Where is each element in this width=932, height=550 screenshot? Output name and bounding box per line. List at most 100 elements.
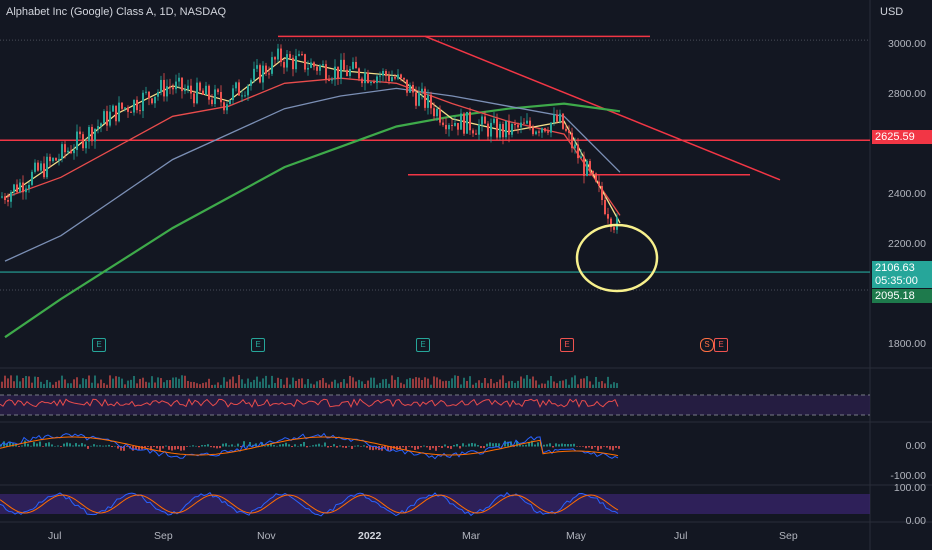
volume-bar xyxy=(295,380,297,388)
candle-body xyxy=(523,122,525,124)
volume-bar xyxy=(283,384,285,388)
earnings-event-icon[interactable]: E xyxy=(560,338,574,352)
candle-body xyxy=(310,62,312,68)
volume-bar xyxy=(427,378,429,388)
candle-body xyxy=(433,108,435,117)
volume-bar xyxy=(463,377,465,388)
candle-body xyxy=(388,76,390,82)
candle-body xyxy=(382,71,384,76)
volume-bar xyxy=(7,378,9,388)
volume-bar xyxy=(409,377,411,388)
candle-body xyxy=(226,104,228,111)
macd-histogram-bar xyxy=(87,446,89,449)
volume-bar xyxy=(55,381,57,388)
macd-histogram-bar xyxy=(408,446,410,447)
candle-body xyxy=(205,85,207,95)
candle-body xyxy=(451,125,453,127)
candle-body xyxy=(169,86,171,88)
volume-bar xyxy=(211,384,213,388)
volume-bar xyxy=(598,381,600,388)
macd-histogram-bar xyxy=(567,444,569,447)
candle-body xyxy=(100,123,102,127)
macd-histogram-bar xyxy=(405,446,407,451)
volume-bar xyxy=(52,384,54,388)
candle-body xyxy=(190,85,192,94)
volume-bar xyxy=(595,376,597,388)
candle-body xyxy=(610,218,612,228)
macd-histogram-bar xyxy=(210,446,212,448)
currency-label: USD xyxy=(880,6,904,18)
candle-body xyxy=(178,77,180,82)
candle-body xyxy=(319,65,321,71)
macd-histogram-bar xyxy=(420,446,422,448)
volume-bar xyxy=(154,382,156,388)
macd-histogram-bar xyxy=(156,446,158,449)
candle-body xyxy=(88,127,90,142)
macd-histogram-bar xyxy=(117,446,119,449)
candle-body xyxy=(208,85,210,100)
x-axis-label: Sep xyxy=(154,530,173,542)
candle-body xyxy=(52,157,54,162)
split-event-icon[interactable]: S xyxy=(700,338,714,352)
candle-body xyxy=(118,102,120,122)
volume-bar xyxy=(451,378,453,388)
volume-bar xyxy=(544,383,546,388)
macd-histogram-bar xyxy=(582,446,584,447)
volume-bar xyxy=(319,380,321,388)
volume-bar xyxy=(571,377,573,388)
volume-bar xyxy=(241,379,243,388)
macd-histogram-bar xyxy=(492,443,494,447)
candle-body xyxy=(316,66,318,71)
candle-body xyxy=(613,227,615,230)
macd-histogram-bar xyxy=(96,445,98,447)
candle-body xyxy=(235,82,237,89)
ma100-line xyxy=(4,87,621,262)
volume-bar xyxy=(526,375,528,388)
macd-histogram-bar xyxy=(549,443,551,447)
candle-body xyxy=(367,72,369,83)
macd-histogram-bar xyxy=(453,444,455,447)
earnings-event-icon[interactable]: E xyxy=(416,338,430,352)
volume-bar xyxy=(157,377,159,388)
candle-body xyxy=(172,87,174,90)
macd-histogram-bar xyxy=(99,445,101,447)
volume-bar xyxy=(13,381,15,388)
macd-histogram-bar xyxy=(84,444,86,447)
volume-bar xyxy=(151,376,153,388)
candle-body xyxy=(409,84,411,93)
macd-histogram-bar xyxy=(384,446,386,449)
macd-histogram-bar xyxy=(165,445,167,447)
macd-histogram-bar xyxy=(366,446,368,448)
macd-histogram-bar xyxy=(240,446,242,448)
x-axis-label: 2022 xyxy=(358,530,382,542)
earnings-event-icon[interactable]: E xyxy=(251,338,265,352)
macd-histogram-bar xyxy=(78,444,80,447)
macd-histogram-bar xyxy=(198,446,200,448)
volume-bar xyxy=(490,378,492,388)
volume-bar xyxy=(109,375,111,388)
macd-histogram-bar xyxy=(222,443,224,447)
macd-histogram-bar xyxy=(150,446,152,451)
volume-bar xyxy=(370,377,372,388)
macd-histogram-bar xyxy=(39,441,41,447)
earnings-event-icon[interactable]: E xyxy=(92,338,106,352)
candle-body xyxy=(7,200,9,202)
macd-histogram-bar xyxy=(585,446,587,449)
volume-bar xyxy=(115,376,117,388)
volume-bar xyxy=(367,380,369,388)
macd-histogram-bar xyxy=(537,442,539,447)
volume-bar xyxy=(418,377,420,388)
candle-body xyxy=(322,64,324,66)
macd-histogram-bar xyxy=(174,446,176,450)
candle-body xyxy=(355,61,357,69)
macd-histogram-bar xyxy=(213,446,215,448)
macd-histogram-bar xyxy=(282,444,284,447)
volume-bar xyxy=(139,378,141,388)
earnings-event-icon[interactable]: E xyxy=(714,338,728,352)
candle-body xyxy=(577,144,579,159)
candle-body xyxy=(529,120,531,128)
macd-histogram-bar xyxy=(477,445,479,447)
candle-body xyxy=(151,98,153,104)
